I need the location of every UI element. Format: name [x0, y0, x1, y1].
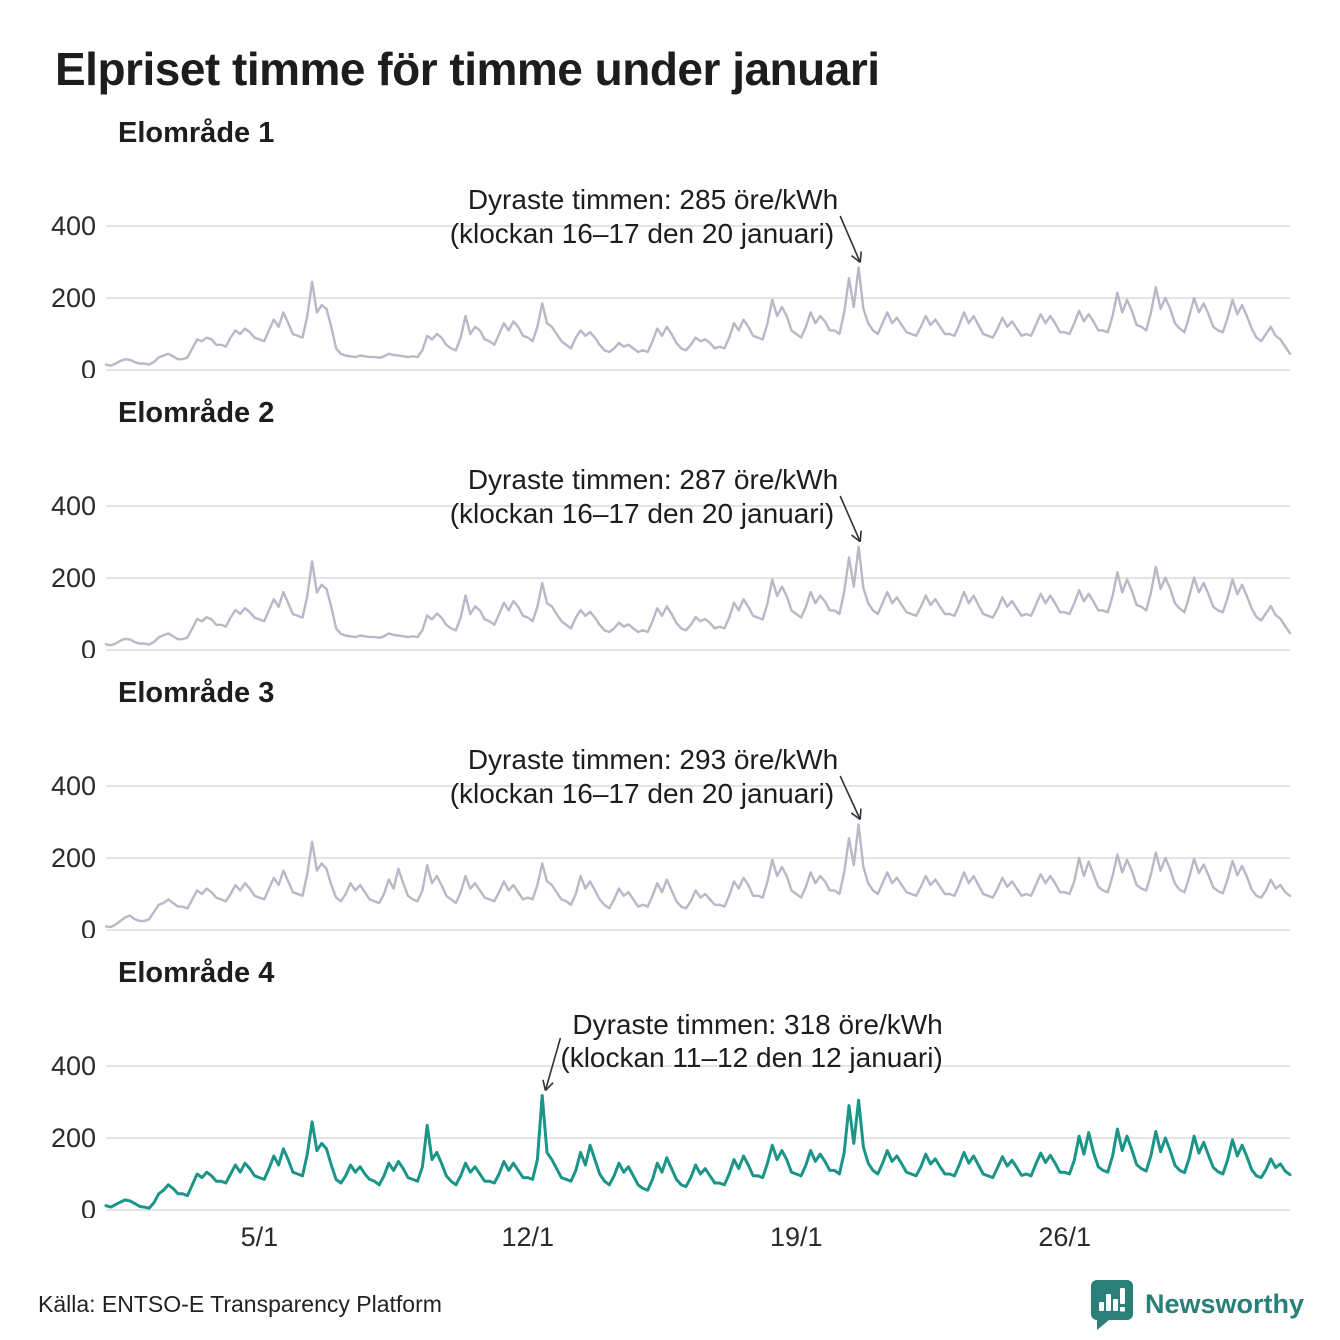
y-tick-label: 200 [51, 563, 96, 593]
y-tick-label: 0 [81, 915, 96, 938]
brand-name: Newsworthy [1144, 1288, 1304, 1319]
panel-title: Elområde 3 [118, 677, 275, 709]
panel-title: Elområde 4 [118, 957, 275, 989]
price-line [104, 545, 1292, 647]
annotation-arrowhead [859, 251, 862, 263]
y-tick-label: 400 [51, 211, 96, 241]
panel-elomrade-2: Elområde 2 0 200 400 Dyraste timmen: 287 ör… [0, 396, 1340, 658]
annotation-arrowhead [851, 254, 861, 264]
y-tick-label: 0 [81, 635, 96, 658]
y-tick-label: 400 [51, 491, 96, 521]
price-line-chart-elomrade-4: 0 200 400 Dyraste timmen: 318 öre/kWh(klock… [51, 1009, 1292, 1218]
x-tick-label: 26/1 [1038, 1222, 1091, 1252]
annotation-arrow [839, 215, 861, 263]
annotation-line1: Dyraste timmen: 293 öre/kWh [468, 744, 838, 775]
annotation-arrowhead [850, 534, 861, 543]
x-tick-label: 19/1 [770, 1222, 823, 1252]
panel-elomrade-3: Elområde 3 0 200 400 Dyraste timmen: 293 ör… [0, 676, 1340, 938]
annotation-arrowhead [859, 808, 862, 820]
newsworthy-bubble-icon [1090, 1280, 1133, 1330]
panel-elomrade-1: Elområde 1 0 200 400 Dyraste timmen: 285 ör… [0, 116, 1340, 378]
annotation-arrowhead [850, 812, 861, 821]
annotation-line2: (klockan 11–12 den 12 januari) [560, 1042, 942, 1073]
annotation-line1: Dyraste timmen: 285 öre/kWh [468, 184, 838, 215]
annotation-line2: (klockan 16–17 den 20 januari) [450, 778, 834, 809]
x-axis: 5/1 12/1 19/1 26/1 [0, 1220, 1340, 1256]
y-tick-label: 400 [51, 771, 96, 801]
annotation-arrowhead [859, 530, 862, 542]
source-credit: Källa: ENTSO-E Transparency Platform [38, 1290, 442, 1317]
price-line-chart-elomrade-1: 0 200 400 Dyraste timmen: 285 öre/kWh(klock… [51, 184, 1292, 378]
price-line [104, 1094, 1292, 1210]
panel-elomrade-4: Elområde 4 0 200 400 Dyraste timmen: 318 ör… [0, 956, 1340, 1218]
annotation-line1: Dyraste timmen: 287 öre/kWh [468, 464, 838, 495]
y-tick-label: 200 [51, 1123, 96, 1153]
footer: Källa: ENTSO-E Transparency Platform New… [0, 1276, 1340, 1332]
y-tick-label: 200 [51, 843, 96, 873]
page-title: Elpriset timme för timme under januari [55, 43, 880, 95]
annotation-line1: Dyraste timmen: 318 öre/kWh [572, 1009, 942, 1040]
panel-title: Elområde 1 [118, 117, 275, 149]
x-tick-label: 5/1 [240, 1222, 279, 1252]
price-line [104, 823, 1292, 929]
annotation-arrow [839, 495, 861, 543]
y-tick-label: 0 [81, 1195, 96, 1218]
y-tick-label: 400 [51, 1051, 96, 1081]
annotation-arrow [544, 1037, 562, 1091]
annotation-line2: (klockan 16–17 den 20 januari) [450, 218, 834, 249]
price-line [104, 266, 1292, 367]
annotation-line2: (klockan 16–17 den 20 januari) [450, 498, 834, 529]
panel-title: Elområde 2 [118, 397, 275, 429]
price-line-chart-elomrade-2: 0 200 400 Dyraste timmen: 287 öre/kWh(klock… [51, 464, 1292, 658]
y-tick-label: 0 [81, 355, 96, 378]
x-tick-label: 12/1 [501, 1222, 555, 1252]
annotation-arrow [839, 775, 861, 820]
price-line-chart-elomrade-3: 0 200 400 Dyraste timmen: 293 öre/kWh(klock… [51, 744, 1292, 938]
y-tick-label: 200 [51, 283, 96, 313]
newsworthy-logo: Newsworthy [1089, 1278, 1304, 1330]
annotation-arrowhead [544, 1082, 554, 1092]
annotation-arrowhead [542, 1079, 547, 1091]
